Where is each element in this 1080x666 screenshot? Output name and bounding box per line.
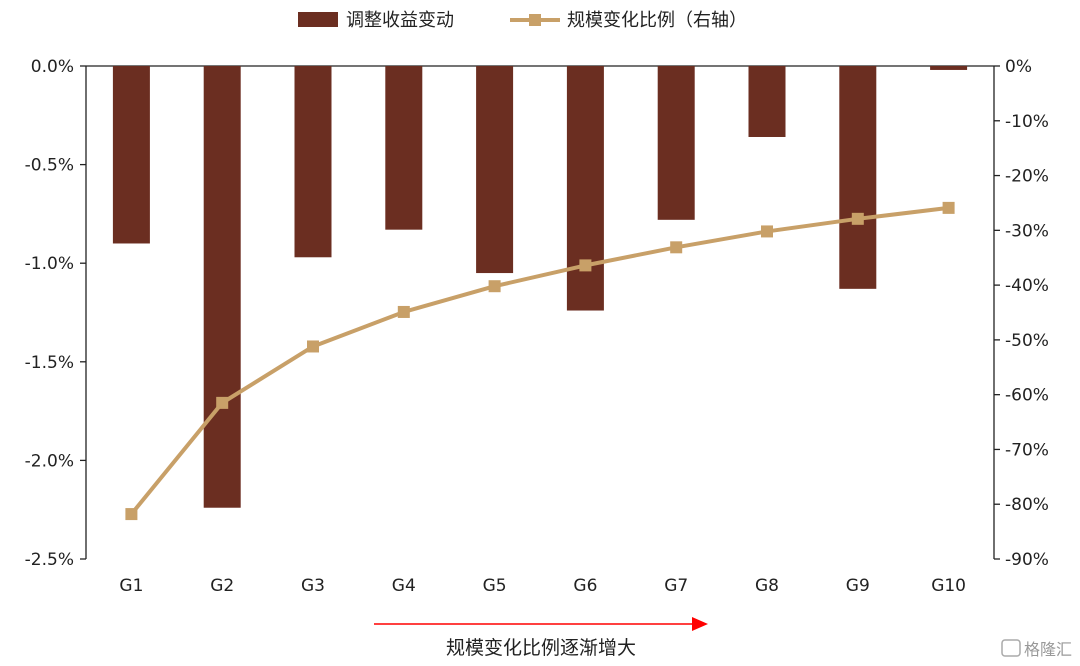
x-tick-label: G2 bbox=[210, 576, 234, 596]
trend-annotation: 规模变化比例逐渐增大 bbox=[374, 617, 708, 659]
legend-line-marker bbox=[529, 14, 541, 26]
legend: 调整收益变动 规模变化比例（右轴） bbox=[298, 10, 747, 31]
x-tick-label: G1 bbox=[119, 576, 143, 596]
x-tick-label: G7 bbox=[664, 576, 688, 596]
bar-G7 bbox=[657, 66, 695, 220]
right-tick-label: -30% bbox=[1005, 221, 1049, 241]
left-tick-label: -2.5% bbox=[25, 550, 74, 570]
line-point-G3 bbox=[307, 340, 319, 353]
watermark-logo-icon bbox=[1001, 639, 1021, 657]
line-point-G9 bbox=[851, 212, 864, 225]
bar-G10 bbox=[930, 66, 968, 70]
left-axis-ticks: 0.0% -0.5% -1.0% -1.5% -2.0% -2.5% bbox=[25, 57, 86, 570]
bar-G4 bbox=[385, 66, 423, 230]
right-tick-label: 0% bbox=[1005, 57, 1032, 77]
line-point-G4 bbox=[397, 305, 410, 318]
x-tick-label: G6 bbox=[573, 576, 597, 596]
legend-line-label: 规模变化比例（右轴） bbox=[567, 10, 747, 31]
right-tick-label: -40% bbox=[1005, 276, 1049, 296]
x-tick-label: G4 bbox=[392, 576, 416, 596]
left-tick-label: -1.5% bbox=[25, 353, 74, 373]
bar-G6 bbox=[566, 66, 604, 311]
right-tick-label: -90% bbox=[1005, 550, 1049, 570]
watermark-text: 格隆汇 bbox=[1024, 640, 1072, 659]
right-tick-label: -50% bbox=[1005, 331, 1049, 351]
bar-G5 bbox=[476, 66, 514, 274]
x-tick-label: G10 bbox=[931, 576, 966, 596]
right-axis-ticks: 0% -10% -20% -30% -40% -50% -60% -70% -80% -90% bbox=[994, 57, 1049, 570]
left-tick-label: -0.5% bbox=[25, 156, 74, 176]
line-point-G5 bbox=[488, 280, 501, 293]
right-tick-label: -80% bbox=[1005, 495, 1049, 515]
line-point-G7 bbox=[670, 241, 683, 254]
right-tick-label: -70% bbox=[1005, 440, 1049, 460]
bar-G3 bbox=[294, 66, 332, 258]
right-tick-label: -10% bbox=[1005, 112, 1049, 132]
x-tick-label: G8 bbox=[755, 576, 779, 596]
x-tick-label: G5 bbox=[483, 576, 507, 596]
left-tick-label: -1.0% bbox=[25, 254, 74, 274]
scale-change-line bbox=[129, 205, 949, 516]
legend-bar-swatch bbox=[298, 12, 338, 27]
bar-G2 bbox=[203, 66, 241, 508]
line-point-G10 bbox=[942, 201, 955, 214]
left-tick-label: -2.0% bbox=[25, 451, 74, 471]
x-axis-ticks: G1 G2 G3 G4 G5 G6 G7 G8 G9 G10 bbox=[119, 576, 966, 596]
line-point-G8 bbox=[761, 225, 773, 238]
legend-bar-label: 调整收益变动 bbox=[346, 10, 454, 31]
line-point-G1 bbox=[125, 508, 138, 521]
x-tick-label: G3 bbox=[301, 576, 325, 596]
trend-annotation-text: 规模变化比例逐渐增大 bbox=[446, 637, 636, 659]
x-tick-label: G9 bbox=[846, 576, 870, 596]
line-series bbox=[125, 201, 955, 521]
watermark: 格隆汇 bbox=[1001, 639, 1072, 659]
bar-G8 bbox=[748, 66, 786, 137]
left-tick-label: 0.0% bbox=[31, 57, 74, 77]
line-point-G2 bbox=[216, 396, 229, 409]
right-tick-label: -20% bbox=[1005, 167, 1049, 187]
bar-G1 bbox=[112, 66, 150, 244]
bar-G9 bbox=[839, 66, 877, 289]
right-tick-label: -60% bbox=[1005, 386, 1049, 406]
line-point-G6 bbox=[579, 259, 592, 272]
bar-series bbox=[112, 66, 968, 508]
trend-arrow-head bbox=[692, 617, 708, 631]
